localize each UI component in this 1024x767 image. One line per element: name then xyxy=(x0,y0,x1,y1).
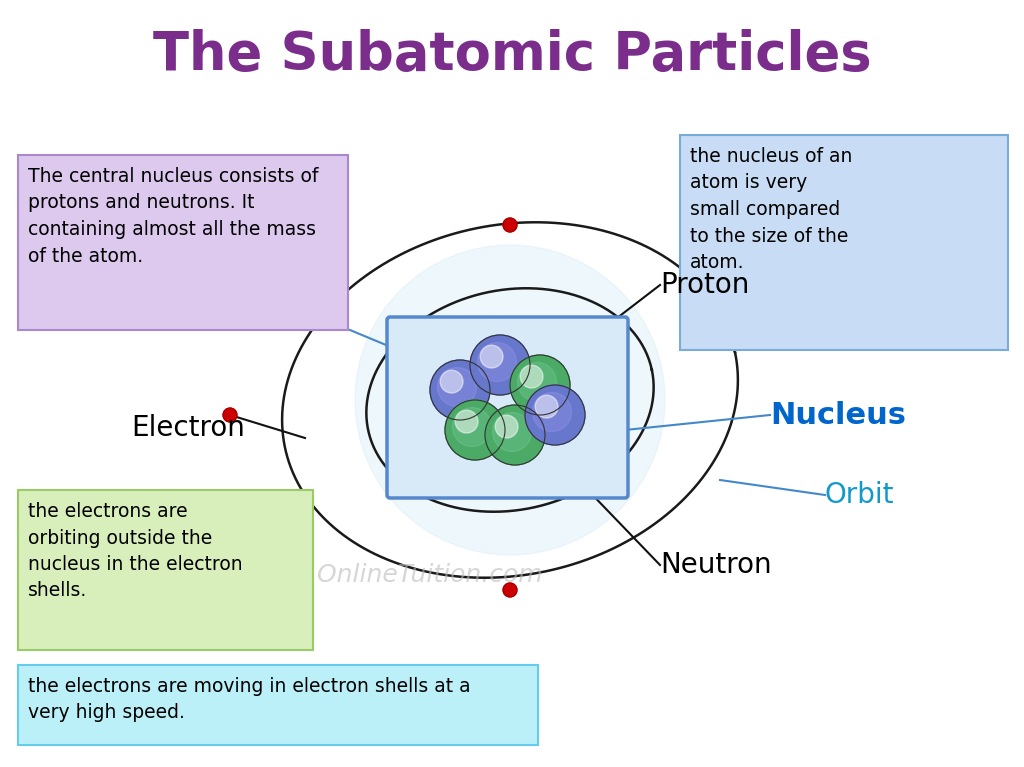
Text: Orbit: Orbit xyxy=(825,481,895,509)
FancyBboxPatch shape xyxy=(18,665,538,745)
Circle shape xyxy=(496,415,518,438)
Circle shape xyxy=(453,407,492,446)
Circle shape xyxy=(510,355,570,415)
Circle shape xyxy=(445,400,505,460)
Circle shape xyxy=(440,370,463,393)
Text: The Subatomic Particles: The Subatomic Particles xyxy=(153,29,871,81)
Circle shape xyxy=(493,413,531,452)
Circle shape xyxy=(430,360,490,420)
Text: the electrons are
orbiting outside the
nucleus in the electron
shells.: the electrons are orbiting outside the n… xyxy=(28,502,243,601)
Text: Proton: Proton xyxy=(660,271,750,299)
FancyBboxPatch shape xyxy=(18,490,313,650)
Circle shape xyxy=(477,343,516,381)
Circle shape xyxy=(223,408,237,422)
FancyBboxPatch shape xyxy=(680,135,1008,350)
Text: the nucleus of an
atom is very
small compared
to the size of the
atom.: the nucleus of an atom is very small com… xyxy=(690,147,852,272)
FancyBboxPatch shape xyxy=(18,155,348,330)
Circle shape xyxy=(520,365,543,388)
Circle shape xyxy=(480,345,503,368)
Circle shape xyxy=(456,410,478,433)
Circle shape xyxy=(536,395,558,418)
Text: the electrons are moving in electron shells at a
very high speed.: the electrons are moving in electron she… xyxy=(28,677,471,723)
Circle shape xyxy=(355,245,665,555)
Text: Nucleus: Nucleus xyxy=(770,400,906,430)
Circle shape xyxy=(485,405,545,465)
Text: OnlineTuition.com: OnlineTuition.com xyxy=(317,563,543,587)
Circle shape xyxy=(437,367,476,407)
Circle shape xyxy=(525,385,585,445)
Circle shape xyxy=(532,393,571,432)
Circle shape xyxy=(503,218,517,232)
FancyBboxPatch shape xyxy=(387,317,628,498)
Circle shape xyxy=(470,335,530,395)
Text: Neutron: Neutron xyxy=(660,551,772,579)
Text: Electron: Electron xyxy=(131,414,245,442)
Circle shape xyxy=(517,363,556,401)
Circle shape xyxy=(503,583,517,597)
Text: The central nucleus consists of
protons and neutrons. It
containing almost all t: The central nucleus consists of protons … xyxy=(28,167,318,265)
